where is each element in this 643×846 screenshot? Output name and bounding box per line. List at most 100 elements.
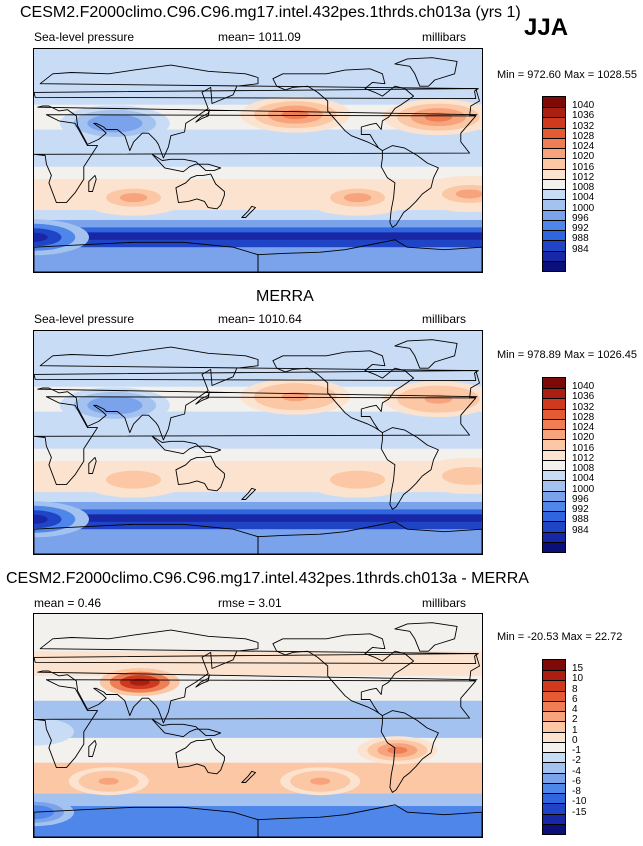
colorbar-segment bbox=[543, 449, 565, 460]
colorbar-segment bbox=[543, 660, 565, 671]
colorbar-tick-label: 992 bbox=[572, 504, 589, 516]
field-band bbox=[34, 210, 482, 221]
colorbar-tick-label: 15 bbox=[572, 663, 584, 675]
australia-outline bbox=[175, 173, 225, 210]
antarctica-west-outline bbox=[257, 804, 482, 837]
madagascar-outline bbox=[88, 456, 97, 474]
colorbar-segment bbox=[543, 521, 565, 532]
field-band bbox=[34, 514, 482, 523]
panel2-units-label: millibars bbox=[422, 312, 467, 326]
colorbar-tick-label: 1000 bbox=[572, 202, 595, 214]
madagascar-outline bbox=[88, 739, 97, 757]
colorbar-segment bbox=[543, 199, 565, 210]
europe-asia-outline bbox=[37, 346, 480, 441]
south-america-outline bbox=[380, 145, 439, 228]
colorbar-segment bbox=[543, 250, 565, 261]
colorbar-tick-label: 1032 bbox=[572, 120, 595, 132]
greenland-outline bbox=[394, 339, 458, 369]
japan-outline bbox=[195, 109, 210, 123]
field-band bbox=[34, 232, 482, 241]
australia-outline bbox=[175, 455, 225, 492]
colorbar-segment bbox=[543, 803, 565, 814]
colorbar-segment bbox=[543, 721, 565, 732]
colorbar-tick-label: 1036 bbox=[572, 110, 595, 122]
north-america-outline bbox=[272, 350, 415, 434]
colorbar-tick-label: 1028 bbox=[572, 130, 595, 142]
colorbar-tick-label: 988 bbox=[572, 514, 589, 526]
field-contour bbox=[101, 118, 129, 128]
colorbar-segment bbox=[543, 680, 565, 691]
field-band bbox=[34, 700, 482, 739]
colorbar-segment bbox=[543, 772, 565, 783]
colorbar-segment bbox=[543, 209, 565, 220]
colorbar-segment bbox=[543, 459, 565, 471]
panel1-title: CESM2.F2000climo.C96.C96.mg17.intel.432p… bbox=[20, 4, 521, 21]
panel2-colorbar bbox=[542, 377, 566, 553]
field-contour bbox=[119, 193, 148, 203]
colorbar-segment bbox=[543, 398, 565, 409]
colorbar-segment bbox=[543, 470, 565, 481]
colorbar-tick-label: 984 bbox=[572, 524, 589, 536]
colorbar-tick-label: 4 bbox=[572, 704, 578, 716]
field-band bbox=[34, 448, 482, 462]
field-band bbox=[34, 521, 482, 530]
colorbar-tick-label: 2 bbox=[572, 714, 578, 726]
colorbar-tick-label: 1000 bbox=[572, 483, 595, 495]
colorbar-segment bbox=[543, 793, 565, 804]
field-band bbox=[34, 239, 482, 248]
colorbar-segment bbox=[543, 741, 565, 753]
field-contour bbox=[281, 110, 310, 120]
panel1-variable-label: Sea-level pressure bbox=[34, 30, 135, 44]
indonesia-outline bbox=[151, 435, 222, 455]
panel1-map-svg bbox=[34, 49, 482, 272]
south-america-outline bbox=[380, 427, 439, 510]
antarctica-outline bbox=[34, 523, 259, 554]
colorbar-segment bbox=[543, 378, 565, 389]
panel1-map bbox=[33, 48, 483, 273]
colorbar-tick-label: 1016 bbox=[572, 161, 595, 173]
colorbar-segment bbox=[543, 711, 565, 722]
colorbar-tick-label: 1020 bbox=[572, 432, 595, 444]
field-band bbox=[34, 430, 482, 450]
colorbar-tick-label: 10 bbox=[572, 673, 584, 685]
field-contour bbox=[424, 394, 453, 404]
colorbar-segment bbox=[543, 762, 565, 773]
field-band bbox=[34, 492, 482, 503]
field-contour bbox=[98, 777, 119, 785]
panel3-map bbox=[33, 613, 483, 838]
antarctica-west-outline bbox=[257, 521, 482, 554]
colorbar-segment bbox=[543, 408, 565, 419]
colorbar-tick-label: 996 bbox=[572, 493, 589, 505]
panel2-minmax-label: Min = 978.89 Max = 1026.45 bbox=[497, 349, 638, 361]
colorbar-segment bbox=[543, 168, 565, 179]
new-zealand-outline bbox=[241, 205, 256, 218]
colorbar-tick-label: 984 bbox=[572, 243, 589, 255]
panel3-minmax-label: Min = -20.53 Max = 22.72 bbox=[497, 631, 623, 643]
colorbar-segment bbox=[543, 439, 565, 450]
season-label: JJA bbox=[524, 14, 569, 41]
field-contour bbox=[455, 189, 482, 199]
colorbar-tick-label: -10 bbox=[572, 796, 587, 808]
colorbar-tick-label: 1040 bbox=[572, 100, 595, 112]
field-band bbox=[34, 501, 482, 510]
colorbar-segment bbox=[543, 541, 565, 552]
colorbar-segment bbox=[543, 388, 565, 399]
colorbar-tick-label: 1020 bbox=[572, 151, 595, 163]
field-contour bbox=[387, 746, 408, 754]
panel3-title: CESM2.F2000climo.C96.C96.mg17.intel.432p… bbox=[6, 570, 529, 587]
colorbar-segment bbox=[543, 117, 565, 128]
colorbar-tick-label: 1036 bbox=[572, 391, 595, 403]
field-contour bbox=[343, 475, 372, 485]
panel3-colorbar bbox=[542, 659, 566, 835]
field-band bbox=[34, 227, 482, 233]
colorbar-segment bbox=[543, 782, 565, 794]
africa-outline bbox=[34, 396, 477, 486]
colorbar-segment bbox=[543, 690, 565, 701]
colorbar-segment bbox=[543, 127, 565, 138]
japan-outline bbox=[195, 391, 210, 405]
field-band bbox=[34, 166, 482, 180]
colorbar-tick-label: 1008 bbox=[572, 463, 595, 475]
colorbar-tick-label: 988 bbox=[572, 233, 589, 245]
new-zealand-outline bbox=[241, 487, 256, 500]
colorbar-tick-label: 1024 bbox=[572, 141, 595, 153]
